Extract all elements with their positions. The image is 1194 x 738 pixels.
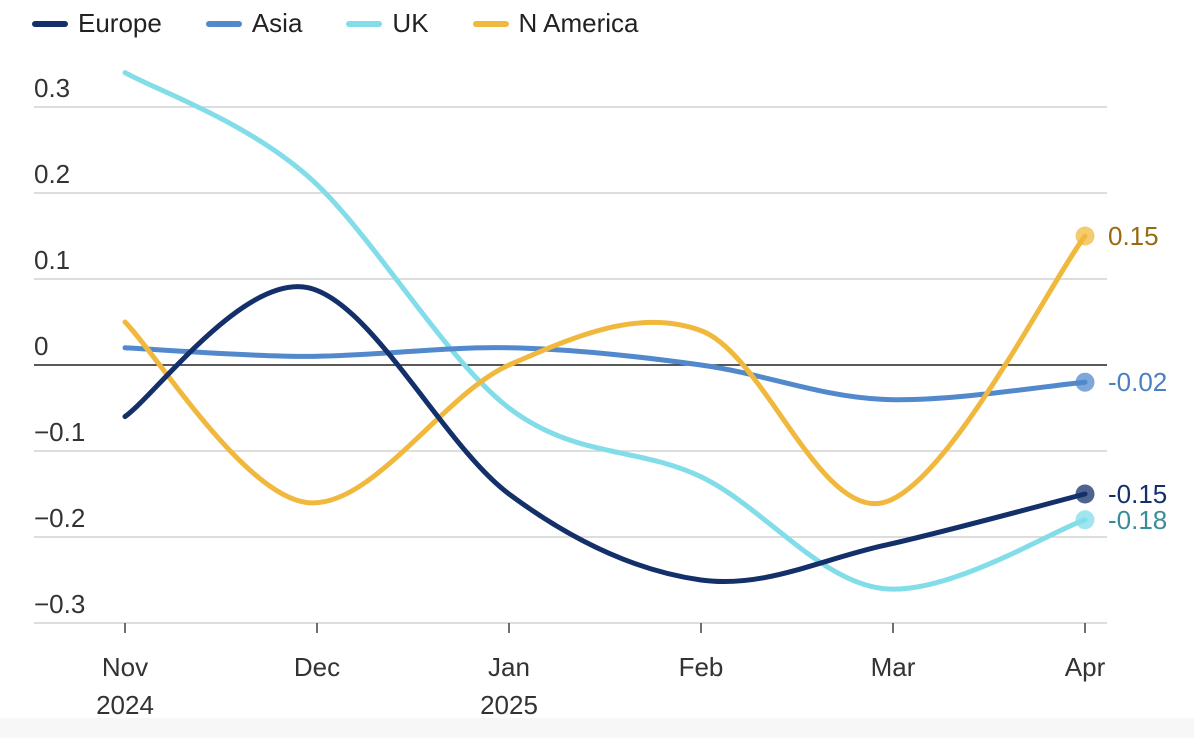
legend-label-uk: UK (392, 8, 429, 38)
x-tick-label: Apr (1065, 652, 1106, 682)
legend-swatch-asia (205, 20, 242, 27)
series-endpoints: -0.18 -0.02 0.15 -0.15 (1075, 221, 1167, 535)
x-tick-label: Nov (102, 652, 148, 682)
end-value-label-n-america: 0.15 (1108, 221, 1159, 251)
y-tick-label: −0.1 (34, 417, 85, 447)
legend-item-uk[interactable]: UK (346, 8, 429, 39)
legend-label-n-america: N America (518, 8, 639, 38)
x-axis: Nov 2024 Dec Jan 2025 Feb Mar Apr (96, 623, 1106, 720)
y-tick-label: 0.1 (34, 245, 70, 275)
gridlines (34, 106, 1107, 624)
series-line-europe (122, 284, 1088, 585)
y-tick-label: 0 (34, 331, 48, 361)
legend: Europe Asia UK N America (32, 8, 638, 39)
legend-item-asia[interactable]: Asia (205, 8, 303, 39)
x-tick-year-label: 2024 (96, 690, 154, 720)
x-tick-year-label: 2025 (480, 690, 538, 720)
y-tick-label: −0.2 (34, 503, 85, 533)
series-line-uk (122, 70, 1088, 592)
endpoint-marker-n-america (1075, 226, 1095, 246)
y-axis-ticks: 0.3 0.2 0.1 0 −0.1 −0.2 −0.3 (34, 73, 85, 619)
legend-swatch-n-america (472, 20, 509, 27)
endpoint-marker-asia (1075, 372, 1095, 392)
legend-swatch-europe (32, 20, 68, 27)
x-tick-label: Jan (488, 652, 530, 682)
legend-label-europe: Europe (78, 8, 162, 38)
footer-band (0, 718, 1194, 738)
x-tick-label: Mar (871, 652, 916, 682)
y-tick-label: 0.2 (34, 159, 70, 189)
legend-label-asia: Asia (251, 8, 303, 38)
y-tick-label: 0.3 (34, 73, 70, 103)
end-value-label-uk: -0.18 (1108, 505, 1167, 535)
x-tick-label: Feb (679, 652, 724, 682)
legend-item-n-america[interactable]: N America (472, 8, 639, 39)
x-tick-label: Dec (294, 652, 340, 682)
y-tick-label: −0.3 (34, 589, 85, 619)
series-line-asia (122, 345, 1088, 403)
legend-item-europe[interactable]: Europe (32, 8, 162, 39)
end-value-label-europe: -0.15 (1108, 479, 1167, 509)
series-line-n-america (122, 233, 1088, 507)
endpoint-marker-uk (1075, 510, 1095, 530)
end-value-label-asia: -0.02 (1108, 367, 1167, 397)
endpoint-marker-europe (1075, 484, 1095, 504)
legend-swatch-uk (346, 20, 383, 27)
series-lines (122, 70, 1088, 592)
